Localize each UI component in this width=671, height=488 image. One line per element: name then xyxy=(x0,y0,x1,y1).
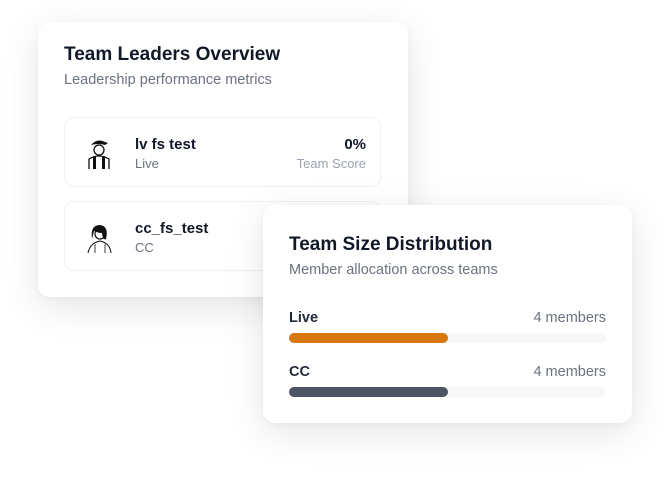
team-label: Live xyxy=(289,310,319,326)
leader-row[interactable]: lv fs test Live 0% Team Score xyxy=(64,117,381,187)
member-count: 4 members xyxy=(533,364,606,380)
team-score-value: 0% xyxy=(344,136,366,153)
card-title: Team Leaders Overview xyxy=(64,44,281,65)
distribution-bar-fill xyxy=(289,333,448,343)
leader-name: lv fs test xyxy=(135,136,196,153)
member-count: 4 members xyxy=(533,310,606,326)
distribution-bar xyxy=(289,333,606,343)
team-score-label: Team Score xyxy=(296,156,366,171)
leader-team: CC xyxy=(135,240,154,255)
card-subtitle: Member allocation across teams xyxy=(289,262,498,278)
leader-row[interactable]: cc_fs_test CC xyxy=(64,201,381,271)
leader-team: Live xyxy=(135,156,159,171)
team-size-distribution-card: Team Size Distribution Member allocation… xyxy=(263,205,632,423)
distribution-bar xyxy=(289,387,606,397)
card-title: Team Size Distribution xyxy=(289,234,493,255)
man-cap-avatar-icon xyxy=(88,140,110,169)
distribution-bar-fill xyxy=(289,387,448,397)
card-subtitle: Leadership performance metrics xyxy=(64,72,272,88)
leader-name: cc_fs_test xyxy=(135,220,209,237)
team-leaders-card: Team Leaders Overview Leadership perform… xyxy=(38,22,408,297)
woman-avatar-icon xyxy=(87,225,112,254)
team-label: CC xyxy=(289,364,310,380)
